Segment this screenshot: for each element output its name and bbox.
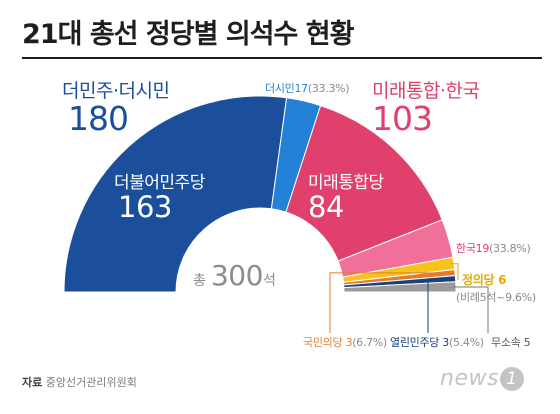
label-hanguk-pct: (33.8%) <box>489 242 531 255</box>
segment-value-dem: 163 <box>118 190 172 224</box>
leader-line-2 <box>427 278 453 333</box>
total-suffix: 석 <box>262 273 276 289</box>
label-kukmin: 국민의당 3(6.7%) <box>303 334 387 350</box>
logo-badge: 1 <box>499 367 524 391</box>
label-justice: 정의당 6 <box>462 273 507 287</box>
total-prefix: 총 <box>193 273 206 289</box>
chart-title: 21대 총선 정당별 의석수 현황 <box>22 19 354 50</box>
total-value: 300 <box>210 259 263 292</box>
label-kukmin-pct: (6.7%) <box>352 336 387 349</box>
leader-line-0 <box>450 263 459 280</box>
seat-segment-0 <box>63 95 288 293</box>
right-bloc-seats: 103 <box>372 99 433 138</box>
left-bloc-seats: 180 <box>68 99 129 138</box>
label-yeollin: 열린민주당 3(5.4%) <box>390 334 484 350</box>
label-justice-sub: (비례5석~9.6%) <box>456 291 536 304</box>
leader-line-3 <box>452 286 489 333</box>
left-bloc-name: 더민주·더시민 <box>62 80 170 102</box>
right-bloc-name: 미래통합·한국 <box>372 80 480 102</box>
label-kukmin-name: 국민의당 3 <box>303 336 353 349</box>
total-seats: 총 300석 <box>193 259 276 292</box>
label-hanguk: 한국19(33.8%) <box>456 240 531 256</box>
news1-logo: news 1 <box>440 366 524 391</box>
seat-segment-2 <box>285 104 443 262</box>
segment-label-dem: 더불어민주당 <box>114 173 205 193</box>
source-text: 중앙선거관리위원회 <box>45 376 137 389</box>
label-hanguk-name: 한국19 <box>456 242 490 255</box>
source-note: 자료 중앙선거관리위원회 <box>22 374 137 390</box>
segment-value-uni: 84 <box>308 190 344 224</box>
label-dersimin-pct: (33.3%) <box>307 82 350 95</box>
label-dersimin: 더시민17(33.3%) <box>265 80 350 96</box>
leader-line-1 <box>329 272 453 333</box>
label-yeollin-pct: (5.4%) <box>449 336 484 349</box>
source-label: 자료 <box>22 376 43 389</box>
segment-label-uni: 미래통합당 <box>308 173 384 193</box>
label-independent: 무소속 5 <box>491 336 531 349</box>
logo-text: news <box>440 366 499 391</box>
label-dersimin-name: 더시민17 <box>265 82 308 95</box>
label-yeollin-name: 열린민주당 3 <box>390 336 449 349</box>
title-divider <box>22 57 542 59</box>
